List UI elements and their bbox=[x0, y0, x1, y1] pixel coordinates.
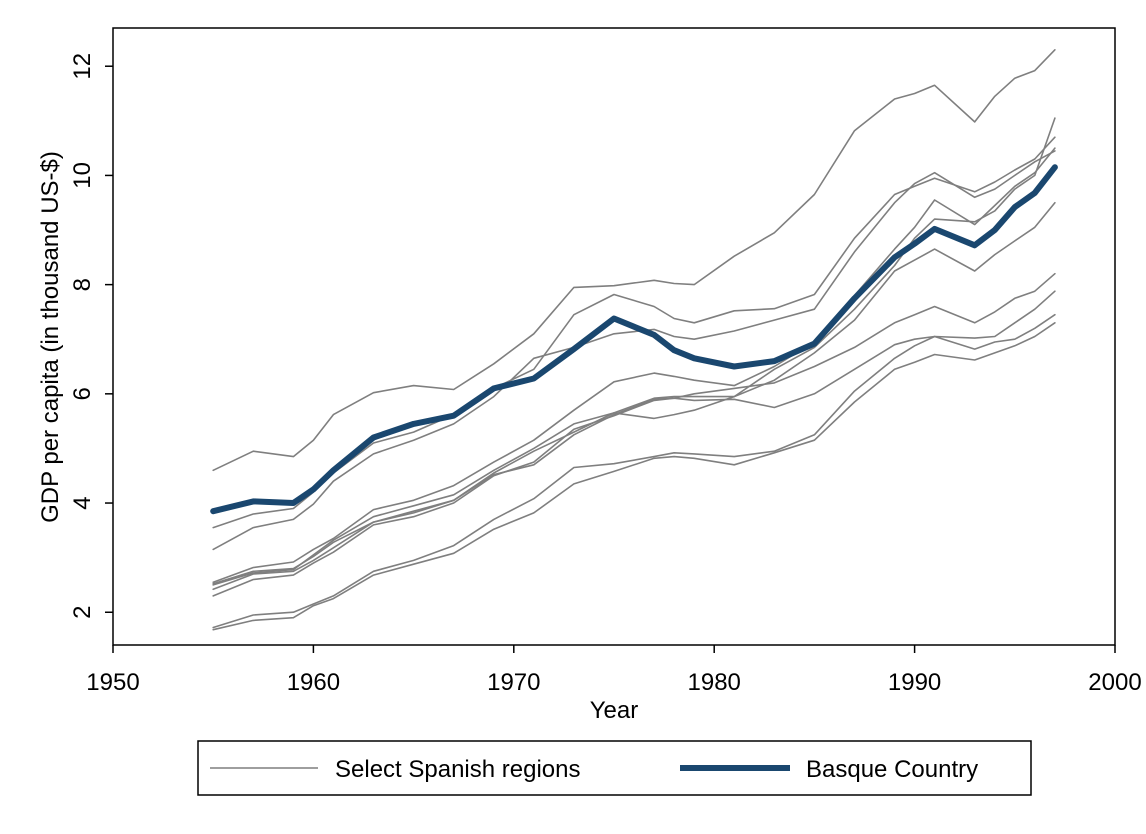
legend-label-regions: Select Spanish regions bbox=[335, 756, 580, 783]
series-line-region-4 bbox=[212, 147, 1056, 584]
y-tick-label: 12 bbox=[69, 53, 96, 80]
y-axis-title: GDP per capita (in thousand US-$) bbox=[37, 151, 64, 523]
series-line-region-3 bbox=[212, 150, 1056, 551]
series-line-region-8 bbox=[212, 290, 1056, 585]
y-tick-label: 10 bbox=[69, 162, 96, 189]
y-tick-label: 2 bbox=[69, 606, 96, 619]
series-layer bbox=[210, 48, 1058, 631]
legend-box bbox=[197, 740, 1032, 796]
series-line-region-5 bbox=[212, 117, 1056, 586]
y-tick-label: 4 bbox=[69, 496, 96, 509]
series-line-region-1 bbox=[212, 48, 1056, 472]
x-tick-label: 2000 bbox=[1088, 669, 1141, 696]
y-tick-label: 8 bbox=[69, 278, 96, 291]
x-tick-label: 1970 bbox=[487, 669, 540, 696]
legend: Select Spanish regions Basque Country bbox=[197, 740, 1032, 796]
series-line-region-10 bbox=[212, 321, 1056, 631]
x-tick-label: 1960 bbox=[287, 669, 340, 696]
x-tick-label: 1990 bbox=[888, 669, 941, 696]
series-line-region-6 bbox=[212, 201, 1056, 591]
x-tick-label: 1950 bbox=[86, 669, 139, 696]
series-line-region-9 bbox=[212, 313, 1056, 629]
legend-label-basque: Basque Country bbox=[806, 756, 978, 783]
x-axis-title: Year bbox=[590, 697, 639, 724]
y-tick-label: 6 bbox=[69, 387, 96, 400]
plot-area bbox=[112, 27, 1116, 646]
axes-layer: 1950 1960 1970 1980 1990 2000 2 4 6 8 10 12 bbox=[69, 53, 1142, 696]
x-tick-label: 1980 bbox=[688, 669, 741, 696]
series-line-basque-country bbox=[210, 164, 1058, 515]
